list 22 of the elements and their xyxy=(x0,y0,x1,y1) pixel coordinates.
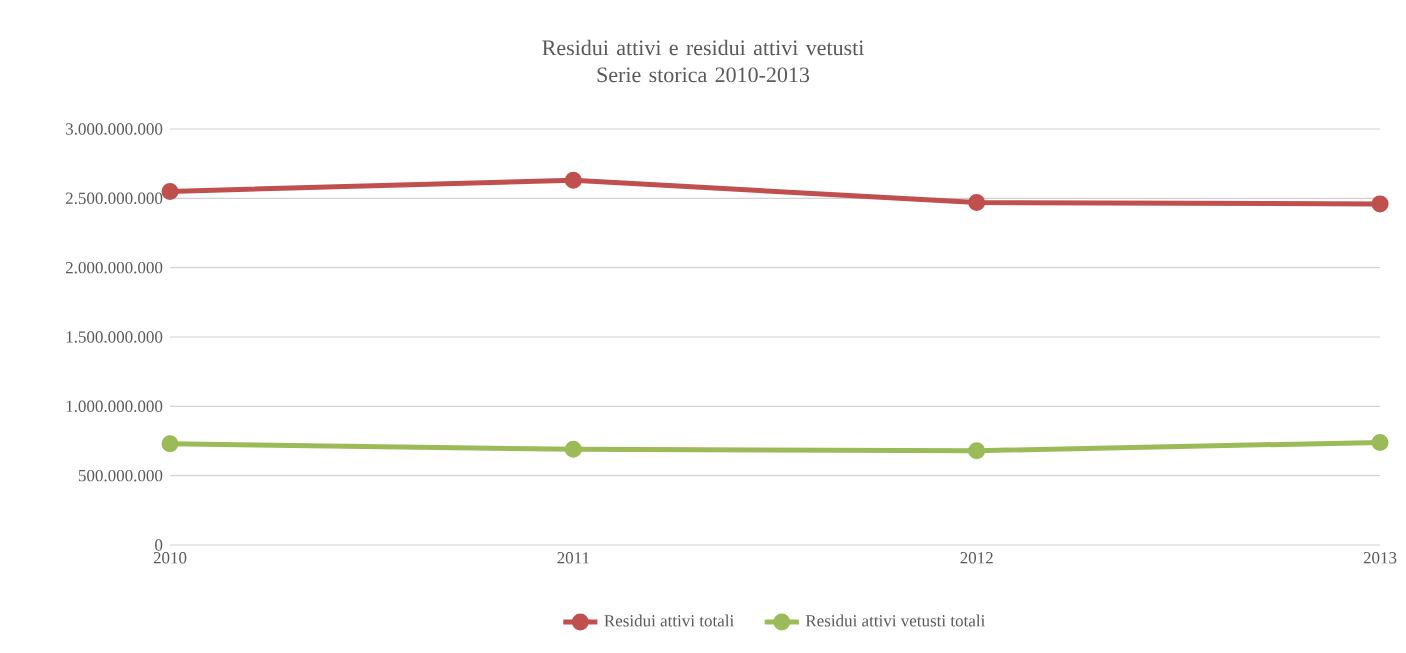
point xyxy=(161,182,179,200)
point xyxy=(564,440,582,458)
y-tick-label: 500.000.000 xyxy=(78,469,163,482)
point xyxy=(1371,433,1389,451)
x-tick-label: 2011 xyxy=(557,552,589,564)
y-tick-label: 2.500.000.000 xyxy=(65,192,163,205)
y-tick-label: 3.000.000.000 xyxy=(66,123,163,135)
legend-label: Residui attivi vetusti totali xyxy=(805,614,985,627)
point xyxy=(161,435,179,453)
point xyxy=(564,171,582,189)
y-tick-label: 2.000.000.000 xyxy=(65,261,163,274)
legend-label: Residui attivi totali xyxy=(604,614,734,627)
y-tick-label: 0 xyxy=(155,539,163,551)
x-tick-label: 2012 xyxy=(960,552,993,564)
y-tick-label: 1.500.000.000 xyxy=(66,331,163,343)
y-tick-label: 1.000.000.000 xyxy=(66,400,163,413)
point xyxy=(968,442,986,460)
point xyxy=(1371,195,1389,213)
x-tick-label: 2010 xyxy=(153,552,187,564)
chart-title: Residui attivi e residui attivi vetusti Serie storica 2010-2013 xyxy=(542,39,864,83)
x-tick-label: 2013 xyxy=(1363,552,1397,564)
point xyxy=(968,193,986,211)
